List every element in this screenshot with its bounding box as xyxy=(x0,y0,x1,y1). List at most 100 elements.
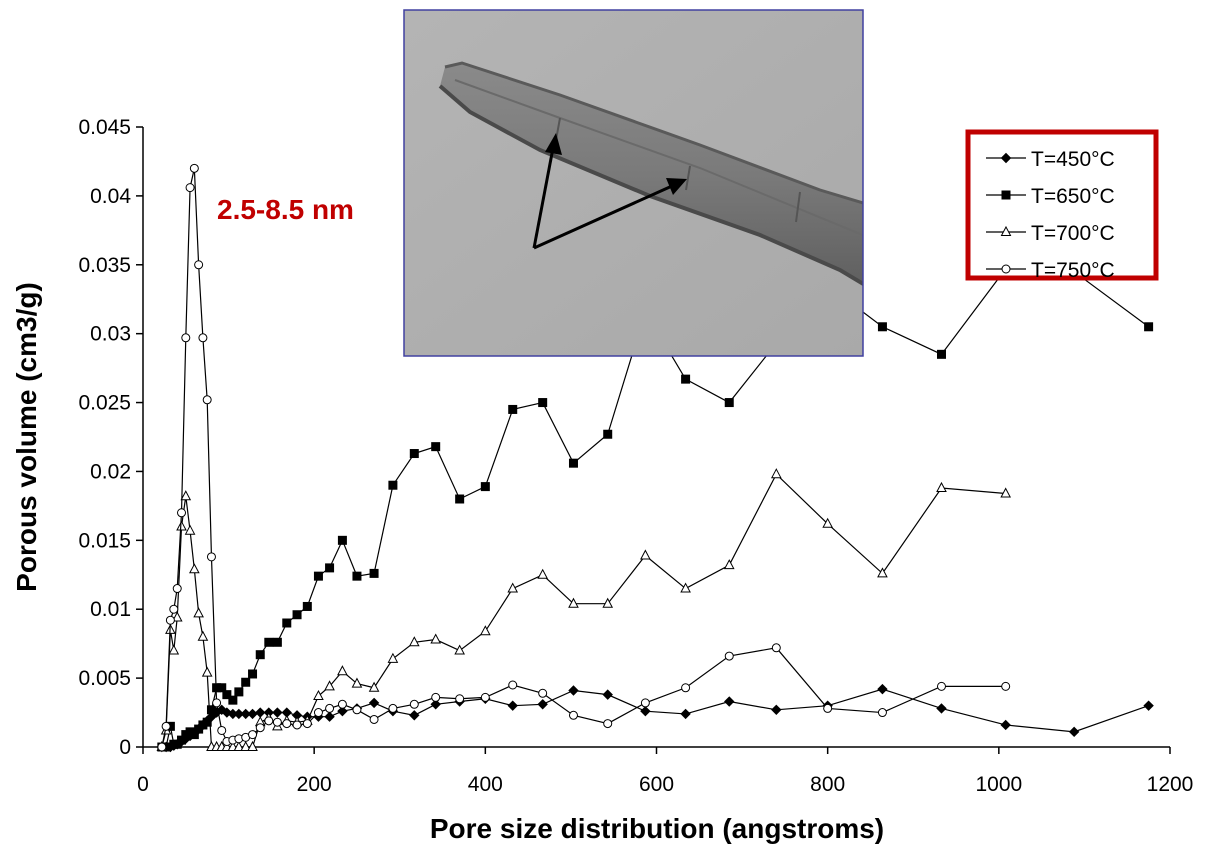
data-point xyxy=(408,636,420,647)
data-point xyxy=(724,696,735,707)
data-point xyxy=(264,637,274,647)
data-point xyxy=(877,567,888,578)
data-point xyxy=(247,708,258,720)
data-point xyxy=(1000,719,1011,731)
data-point xyxy=(264,716,274,726)
data-point xyxy=(272,717,282,727)
data-point xyxy=(431,442,441,452)
data-point xyxy=(240,740,252,751)
data-point xyxy=(480,692,490,702)
legend-item: T=750°C xyxy=(986,259,1115,282)
data-point xyxy=(172,584,182,594)
data-point xyxy=(640,698,650,708)
data-point xyxy=(388,480,398,490)
data-point xyxy=(454,644,465,655)
series-4 xyxy=(157,163,1011,752)
data-point xyxy=(177,508,187,518)
y-axis-title: Porous volume (cm3/g) xyxy=(11,282,42,592)
arrow-icon xyxy=(532,133,562,249)
data-point xyxy=(680,582,691,593)
data-point xyxy=(823,703,833,713)
data-point xyxy=(217,725,227,735)
data-point xyxy=(193,607,204,618)
inset-frame xyxy=(403,9,864,357)
data-point xyxy=(1144,322,1154,332)
x-tick-label: 1200 xyxy=(1147,773,1194,796)
data-point xyxy=(189,563,200,574)
data-point xyxy=(936,481,947,492)
pore-range-annotation: 2.5-8.5 nm xyxy=(217,194,354,225)
data-point xyxy=(233,740,245,751)
data-point xyxy=(201,666,213,677)
data-point xyxy=(255,650,265,660)
data-point xyxy=(351,677,363,688)
data-point xyxy=(480,625,491,636)
y-tick-label: 0.01 xyxy=(90,598,131,621)
data-point xyxy=(568,458,578,468)
data-point xyxy=(877,683,888,695)
data-point xyxy=(302,601,312,611)
legend-label: T=650°C xyxy=(1031,185,1115,208)
data-point xyxy=(292,720,302,730)
x-tick-label: 400 xyxy=(468,773,503,796)
data-point xyxy=(508,404,518,414)
data-point xyxy=(168,644,180,655)
y-axis-ticks: 0 0.005 0.01 0.015 0.02 0.025 0.03 0.035 0.04 0.0… xyxy=(78,116,143,759)
legend-marker xyxy=(1000,152,1012,164)
data-point xyxy=(640,549,651,560)
data-point xyxy=(409,710,420,721)
data-point xyxy=(161,721,171,731)
data-point xyxy=(681,683,691,693)
data-point xyxy=(936,349,946,359)
data-point xyxy=(430,633,442,644)
data-point xyxy=(388,703,398,713)
data-point xyxy=(770,468,782,479)
data-point xyxy=(568,685,579,696)
data-point xyxy=(568,710,578,720)
x-tick-label: 1000 xyxy=(975,773,1022,796)
data-point xyxy=(292,610,302,620)
data-point xyxy=(180,490,192,501)
y-tick-label: 0.03 xyxy=(90,323,131,346)
data-point xyxy=(202,717,212,727)
data-point xyxy=(198,333,208,343)
data-point xyxy=(248,730,258,740)
y-tick-label: 0.04 xyxy=(90,185,131,208)
data-point xyxy=(255,707,266,718)
legend-item: T=650°C xyxy=(986,185,1115,208)
data-point xyxy=(272,707,283,718)
data-point xyxy=(507,700,518,711)
data-point xyxy=(176,520,187,531)
x-tick-label: 800 xyxy=(810,773,845,796)
tem-micrograph-inset xyxy=(403,9,864,357)
y-tick-label: 0.025 xyxy=(78,392,131,415)
data-point xyxy=(181,333,191,343)
data-point xyxy=(723,559,735,570)
data-point xyxy=(189,163,199,173)
data-point xyxy=(1068,726,1080,738)
data-point xyxy=(197,630,209,641)
x-axis-title: Pore size distribution (angstroms) xyxy=(430,813,884,844)
data-point xyxy=(603,429,613,439)
data-point xyxy=(222,690,232,700)
data-point xyxy=(157,742,167,752)
data-point xyxy=(171,611,183,622)
data-point xyxy=(194,260,204,270)
data-point xyxy=(409,449,419,459)
data-point xyxy=(936,703,947,714)
series-line xyxy=(161,473,1006,748)
x-tick-label: 200 xyxy=(297,773,332,796)
data-point xyxy=(537,699,548,710)
legend-item: T=450°C xyxy=(986,148,1115,171)
data-point xyxy=(602,689,613,700)
data-point xyxy=(337,705,348,717)
data-point xyxy=(455,694,465,704)
data-point xyxy=(324,680,335,691)
data-point xyxy=(368,697,380,709)
data-point xyxy=(603,719,613,729)
data-point xyxy=(302,719,312,729)
data-point xyxy=(212,698,222,708)
data-point xyxy=(282,618,292,628)
y-tick-label: 0.005 xyxy=(78,667,131,690)
